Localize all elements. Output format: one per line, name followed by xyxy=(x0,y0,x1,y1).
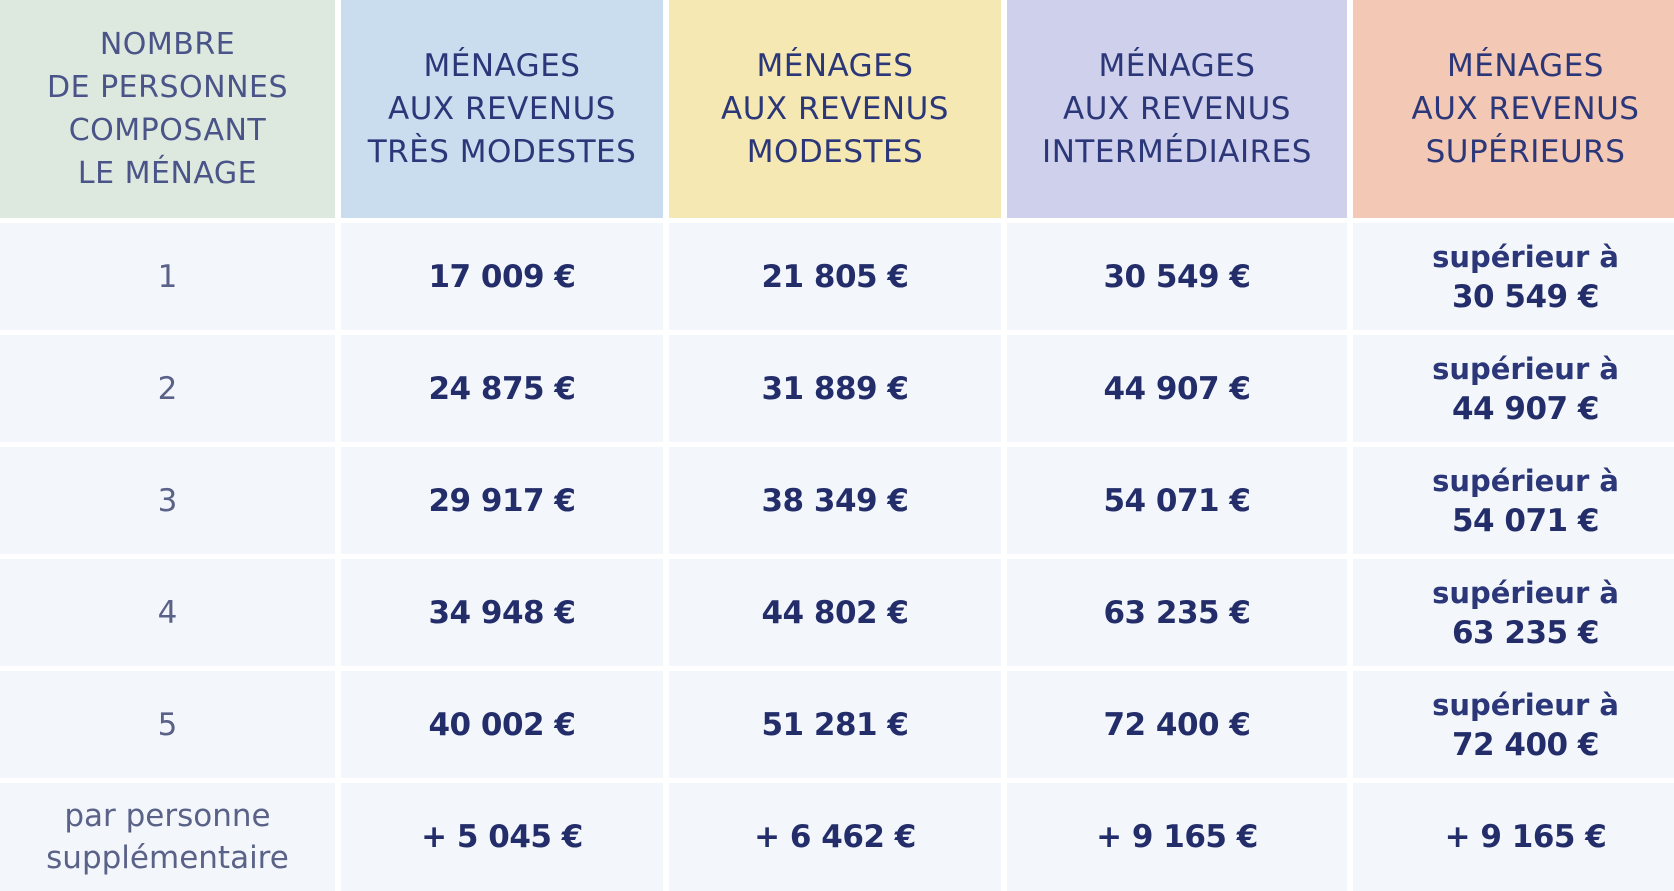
cell-modest-extra: + 6 462 € xyxy=(669,783,1001,891)
row-label-persons: 4 xyxy=(0,559,335,666)
cell-modest: 21 805 € xyxy=(669,223,1001,330)
cell-intermediate: 44 907 € xyxy=(1007,335,1347,442)
cell-very-modest: 24 875 € xyxy=(341,335,663,442)
higher-prefix: supérieur à xyxy=(1432,463,1619,498)
cell-modest: 44 802 € xyxy=(669,559,1001,666)
cell-very-modest-extra: + 5 045 € xyxy=(341,783,663,891)
header-household-size: NOMBRE DE PERSONNES COMPOSANT LE MÉNAGE xyxy=(0,0,335,218)
higher-prefix: supérieur à xyxy=(1432,351,1619,386)
cell-modest: 51 281 € xyxy=(669,671,1001,778)
cell-higher: supérieur à 30 549 € xyxy=(1353,223,1674,330)
cell-intermediate: 30 549 € xyxy=(1007,223,1347,330)
cell-higher-extra: + 9 165 € xyxy=(1353,783,1674,891)
cell-very-modest: 40 002 € xyxy=(341,671,663,778)
header-very-modest-income: MÉNAGES AUX REVENUS TRÈS MODESTES xyxy=(341,0,663,218)
cell-higher: supérieur à 44 907 € xyxy=(1353,335,1674,442)
header-intermediate-income: MÉNAGES AUX REVENUS INTERMÉDIAIRES xyxy=(1007,0,1347,218)
higher-prefix: supérieur à xyxy=(1432,687,1619,722)
cell-higher: supérieur à 72 400 € xyxy=(1353,671,1674,778)
cell-very-modest: 17 009 € xyxy=(341,223,663,330)
higher-prefix: supérieur à xyxy=(1432,575,1619,610)
row-label-persons: 1 xyxy=(0,223,335,330)
row-label-persons: 3 xyxy=(0,447,335,554)
cell-modest: 38 349 € xyxy=(669,447,1001,554)
higher-value: 44 907 € xyxy=(1451,390,1600,427)
cell-intermediate: 54 071 € xyxy=(1007,447,1347,554)
row-label-persons: 5 xyxy=(0,671,335,778)
higher-value: 63 235 € xyxy=(1451,614,1600,651)
higher-value: 54 071 € xyxy=(1451,502,1600,539)
row-label-extra-person: par personne supplémentaire xyxy=(0,783,335,891)
cell-very-modest: 29 917 € xyxy=(341,447,663,554)
header-higher-income: MÉNAGES AUX REVENUS SUPÉRIEURS xyxy=(1353,0,1674,218)
cell-very-modest: 34 948 € xyxy=(341,559,663,666)
cell-intermediate-extra: + 9 165 € xyxy=(1007,783,1347,891)
higher-value: 30 549 € xyxy=(1451,278,1600,315)
cell-intermediate: 63 235 € xyxy=(1007,559,1347,666)
higher-prefix: supérieur à xyxy=(1432,239,1619,274)
header-modest-income: MÉNAGES AUX REVENUS MODESTES xyxy=(669,0,1001,218)
higher-value: 72 400 € xyxy=(1451,726,1600,763)
cell-modest: 31 889 € xyxy=(669,335,1001,442)
row-label-persons: 2 xyxy=(0,335,335,442)
cell-higher: supérieur à 63 235 € xyxy=(1353,559,1674,666)
cell-intermediate: 72 400 € xyxy=(1007,671,1347,778)
cell-higher: supérieur à 54 071 € xyxy=(1353,447,1674,554)
